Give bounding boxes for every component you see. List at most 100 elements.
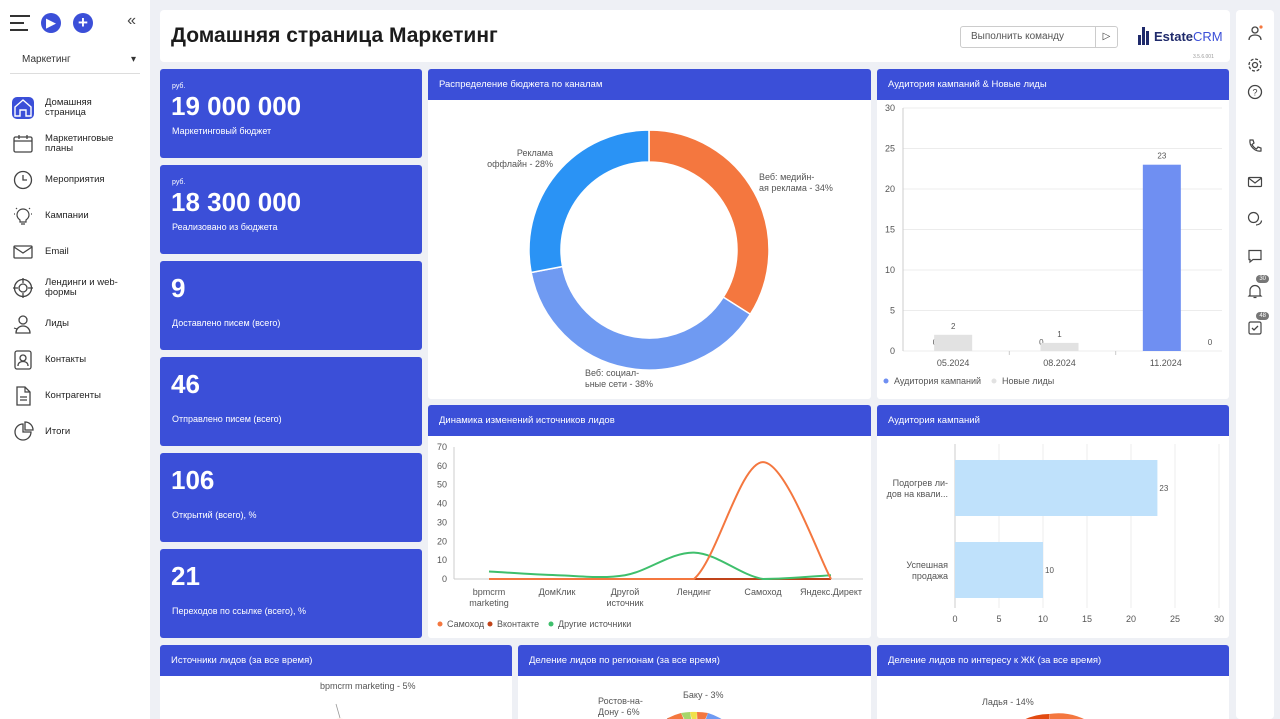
kpi-tile[interactable]: 46 Отправлено писем (всего): [160, 357, 422, 446]
menu-icon[interactable]: [10, 15, 30, 31]
pie-chart-icon: [12, 421, 34, 443]
dyn-xtick: bpmcrm marketing: [469, 587, 509, 608]
al-legend-marker: [883, 378, 889, 384]
collapse-sidebar-icon[interactable]: «: [127, 12, 136, 29]
right-toolbar: ? 30 48: [1236, 10, 1274, 719]
dyn-xtick: Яндекс.Директ: [800, 587, 862, 597]
kpi-tile[interactable]: 106 Открытий (всего), %: [160, 453, 422, 542]
dyn-legend-label[interactable]: Другие источники: [558, 619, 631, 629]
dyn-ytick: 60: [437, 461, 447, 471]
run-command-icon[interactable]: ▷: [1095, 27, 1117, 47]
logo-mark-icon: [1138, 27, 1150, 45]
dyn-ytick: 30: [437, 517, 447, 527]
document-icon: [12, 385, 34, 407]
aud-bar-0[interactable]: [955, 460, 1158, 516]
kpi-tile[interactable]: 9 Доставлено писем (всего): [160, 261, 422, 350]
al-bar-1-1[interactable]: [1040, 342, 1079, 351]
dyn-xtick: ДомКлик: [539, 587, 576, 597]
tasks-icon[interactable]: 48: [1245, 312, 1269, 338]
sidebar-item-label: Контакты: [45, 354, 87, 365]
command-input[interactable]: Выполнить команду ▷: [960, 26, 1118, 48]
budget-slice-1[interactable]: [530, 265, 752, 371]
al-legend-label[interactable]: Аудитория кампаний: [894, 376, 981, 386]
al-bar-1-0[interactable]: [934, 334, 973, 351]
play-button[interactable]: ▶: [41, 13, 61, 33]
bell-icon[interactable]: 30: [1245, 275, 1269, 301]
sidebar-item-8[interactable]: Контрагенты: [0, 378, 150, 414]
dyn-series-0[interactable]: [488, 461, 832, 580]
aud-xtick: 20: [1126, 614, 1136, 624]
audience-leads-panel-title: Аудитория кампаний & Новые лиды: [877, 69, 1229, 100]
sidebar-item-1[interactable]: Маркетинговые планы: [0, 126, 150, 162]
aud-xtick: 0: [952, 614, 957, 624]
sources-pie-chart: bpmcrm marketing - 5%: [320, 681, 416, 719]
aud-bar-1[interactable]: [955, 542, 1043, 598]
al-value-label: 0: [1208, 338, 1213, 347]
al-value-label: 2: [951, 322, 956, 331]
kpi-tile[interactable]: руб. 19 000 000 Маркетинговый бюджет: [160, 69, 422, 158]
dyn-ytick: 10: [437, 555, 447, 565]
dyn-legend-marker: [548, 621, 554, 627]
sidebar-item-9[interactable]: Итоги: [0, 414, 150, 450]
sources-label: bpmcrm marketing - 5%: [320, 681, 416, 691]
regions-slice-green: [681, 712, 692, 719]
chevron-down-icon: ▾: [130, 54, 136, 65]
interest-label: Ладья - 14%: [982, 697, 1034, 707]
svg-text:?: ?: [1252, 88, 1257, 98]
regions-slice-yellow: [690, 711, 697, 719]
sidebar-item-6[interactable]: Лиды: [0, 306, 150, 342]
al-legend-label[interactable]: Новые лиды: [1002, 376, 1054, 386]
mail-icon[interactable]: [1245, 172, 1265, 192]
gear-icon[interactable]: [1245, 55, 1265, 75]
kpi-label: Маркетинговый бюджет: [172, 126, 272, 136]
kpi-value: 19 000 000: [171, 91, 302, 121]
sidebar-item-2[interactable]: Мероприятия: [0, 162, 150, 198]
al-legend-marker: [991, 378, 997, 384]
al-ytick: 10: [885, 265, 895, 275]
sidebar-item-label: Домашняя страница: [45, 97, 92, 118]
budget-slice-0[interactable]: [648, 129, 770, 316]
help-icon[interactable]: ?: [1245, 82, 1265, 102]
message-icon[interactable]: [1245, 246, 1265, 266]
budget-label-0: Веб: медийн-ая реклама - 34%: [759, 172, 833, 193]
regions-panel: Деление лидов по регионам (за все время)…: [518, 645, 871, 719]
sidebar-item-5[interactable]: Лендинги и web-формы: [0, 270, 150, 306]
sources-panel-title: Источники лидов (за все время): [160, 645, 512, 676]
dyn-legend-label[interactable]: Вконтакте: [497, 619, 539, 629]
al-ytick: 30: [885, 103, 895, 113]
al-ytick: 15: [885, 225, 895, 235]
dyn-xtick: Другой источник: [607, 587, 644, 608]
budget-donut-chart: Веб: медийн-ая реклама - 34% Веб: социал-…: [487, 129, 833, 389]
audience-hbar-chart: 0 5 10 15 20 25 30 23 Подогрев ли-дов на квали..…: [887, 444, 1224, 624]
sidebar-item-7[interactable]: Контакты: [0, 342, 150, 378]
budget-slice-2[interactable]: [528, 129, 650, 274]
al-ytick: 0: [890, 346, 895, 356]
regions-label-rostov: Ростов-на-Дону - 6%: [598, 696, 643, 717]
budget-panel: Распределение бюджета по каналам Веб: ме…: [428, 69, 871, 399]
phone-icon[interactable]: [1245, 136, 1265, 156]
sidebar-item-4[interactable]: Email: [0, 234, 150, 270]
dyn-xtick: Лендинг: [677, 587, 712, 597]
interest-pie-chart: Ладья - 14%: [982, 697, 1084, 719]
sidebar: ▶ + « Маркетинг ▾ Домашняя страница Марке…: [0, 0, 150, 719]
al-bar-0-2[interactable]: [1142, 164, 1181, 351]
dyn-xtick: Самоход: [744, 587, 782, 597]
sidebar-item-3[interactable]: Кампании: [0, 198, 150, 234]
dyn-legend-label[interactable]: Самоход: [447, 619, 485, 629]
sidebar-item-label: Email: [45, 246, 69, 257]
tasks-badge: 48: [1256, 312, 1269, 320]
sidebar-item-label: Лендинги и web-формы: [45, 277, 118, 298]
kpi-label: Реализовано из бюджета: [172, 222, 278, 232]
sidebar-nav: Домашняя страница Маркетинговые планы Меро…: [0, 90, 150, 450]
sidebar-item-0[interactable]: Домашняя страница: [0, 90, 150, 126]
add-button[interactable]: +: [73, 13, 93, 33]
profile-icon[interactable]: [1245, 23, 1265, 43]
workspace-select[interactable]: Маркетинг ▾: [10, 46, 140, 74]
kpi-tile[interactable]: руб. 18 300 000 Реализовано из бюджета: [160, 165, 422, 254]
chats-icon[interactable]: [1245, 209, 1265, 229]
kpi-label: Открытий (всего), %: [172, 510, 257, 520]
kpi-tile[interactable]: 21 Переходов по ссылке (всего), %: [160, 549, 422, 638]
dyn-ytick: 70: [437, 442, 447, 452]
sidebar-toolbar: ▶ + «: [10, 12, 140, 34]
dyn-series-2[interactable]: [488, 551, 832, 581]
